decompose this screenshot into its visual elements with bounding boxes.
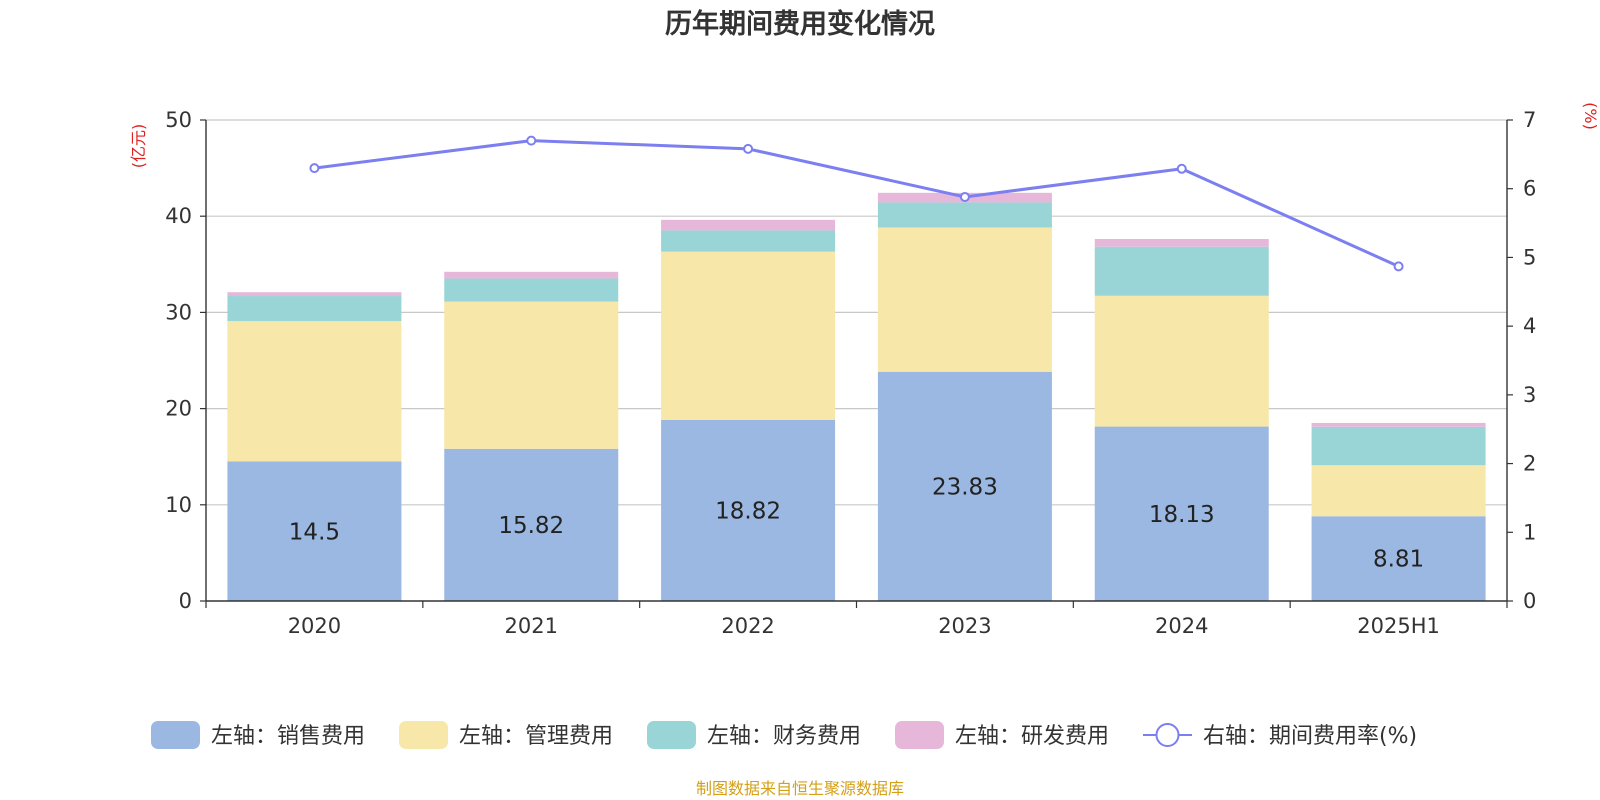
right-tick-label: 0: [1523, 589, 1536, 613]
bar-segment-4: [444, 271, 619, 279]
right-tick-label: 2: [1523, 452, 1536, 476]
legend-label: 左轴：财务费用: [707, 724, 861, 749]
left-tick-label: 40: [165, 204, 192, 228]
bar-segment-4: [661, 219, 836, 231]
legend-swatch: [647, 721, 696, 749]
bar-value-label: 14.5: [289, 519, 340, 545]
rate-line-point: [1176, 163, 1187, 174]
left-tick-label: 0: [179, 589, 192, 613]
legend-item: 左轴：研发费用: [895, 721, 1109, 749]
bar-segment-4: [1311, 422, 1486, 427]
bar-value-label: 8.81: [1373, 547, 1424, 573]
bar-segment-3: [444, 278, 619, 302]
source-note: 制图数据来自恒生聚源数据库: [696, 779, 904, 798]
bar-segment-2: [227, 321, 402, 462]
x-tick-label: 2025H1: [1357, 614, 1440, 638]
rate-line-point: [1393, 261, 1404, 272]
bar-segment-4: [227, 292, 402, 297]
axes: 0 10 20 30 40 50 0 1 2 3 4 5 6 7 2020 2021 2022 2023 2024 2…: [165, 108, 1536, 638]
bar-segment-3: [227, 296, 402, 322]
left-axis-unit: (亿元): [129, 124, 148, 169]
bars: [227, 192, 1486, 601]
bar-segment-3: [661, 230, 836, 252]
bar-value-label: 23.83: [932, 474, 998, 500]
x-tick-label: 2024: [1155, 614, 1208, 638]
legend-swatch: [895, 721, 944, 749]
legend-item: 左轴：管理费用: [399, 721, 613, 749]
bar-labels: 14.5 15.82 18.82 23.83 18.13 8.81: [289, 474, 1424, 572]
rate-line-point: [526, 135, 537, 146]
bar-segment-1: [877, 371, 1052, 601]
right-tick-label: 7: [1523, 108, 1536, 132]
bar-segment-2: [877, 227, 1052, 372]
legend-marker: [1155, 723, 1180, 747]
bar-segment-1: [1094, 426, 1269, 601]
bar-segment-3: [877, 202, 1052, 228]
rate-line-point: [309, 163, 320, 174]
right-tick-label: 3: [1523, 383, 1536, 407]
bar-value-label: 18.13: [1149, 502, 1215, 528]
bar-segment-1: [661, 419, 836, 601]
legend-swatch: [151, 721, 200, 749]
x-tick-label: 2022: [721, 614, 774, 638]
right-tick-label: 5: [1523, 245, 1536, 269]
bar-segment-2: [1311, 465, 1486, 517]
bar-segment-3: [1094, 246, 1269, 296]
x-tick-label: 2020: [288, 614, 341, 638]
right-tick-label: 6: [1523, 177, 1536, 201]
bar-segment-2: [444, 301, 619, 449]
x-tick-label: 2021: [505, 614, 558, 638]
left-tick-label: 50: [165, 108, 192, 132]
bar-value-label: 15.82: [498, 513, 564, 539]
bar-segment-4: [1094, 238, 1269, 247]
rate-line-point: [743, 143, 754, 154]
right-tick-label: 1: [1523, 520, 1536, 544]
legend-label: 左轴：研发费用: [955, 724, 1109, 749]
bar-segment-3: [1311, 426, 1486, 466]
bar-segment-1: [1311, 516, 1486, 601]
left-tick-label: 20: [165, 397, 192, 421]
legend-swatch: [399, 721, 448, 749]
legend-label: 左轴：销售费用: [211, 724, 365, 749]
bar-segment-2: [1094, 295, 1269, 427]
right-axis-unit: (%): [1581, 102, 1600, 130]
bar-segment-1: [227, 461, 402, 601]
legend-item: 右轴：期间费用率(%): [1143, 723, 1417, 749]
rate-line-point: [959, 191, 970, 202]
bar-segment-2: [661, 251, 836, 420]
rate-line: [309, 135, 1404, 272]
right-tick-label: 4: [1523, 314, 1536, 338]
legend-label: 右轴：期间费用率(%): [1203, 724, 1417, 749]
legend-item: 左轴：销售费用: [151, 721, 365, 749]
rate-line-path: [314, 139, 1400, 268]
x-tick-label: 2023: [938, 614, 991, 638]
legend-item: 左轴：财务费用: [647, 721, 861, 749]
left-tick-label: 10: [165, 493, 192, 517]
legend-label: 左轴：管理费用: [459, 724, 613, 749]
chart-title: 历年期间费用变化情况: [665, 8, 935, 40]
bar-segment-1: [444, 448, 619, 601]
left-tick-label: 30: [165, 300, 192, 324]
legend: 左轴：销售费用 左轴：管理费用 左轴：财务费用 左轴：研发费用 右轴：期间费用率(%): [151, 721, 1417, 749]
bar-value-label: 18.82: [715, 498, 781, 524]
